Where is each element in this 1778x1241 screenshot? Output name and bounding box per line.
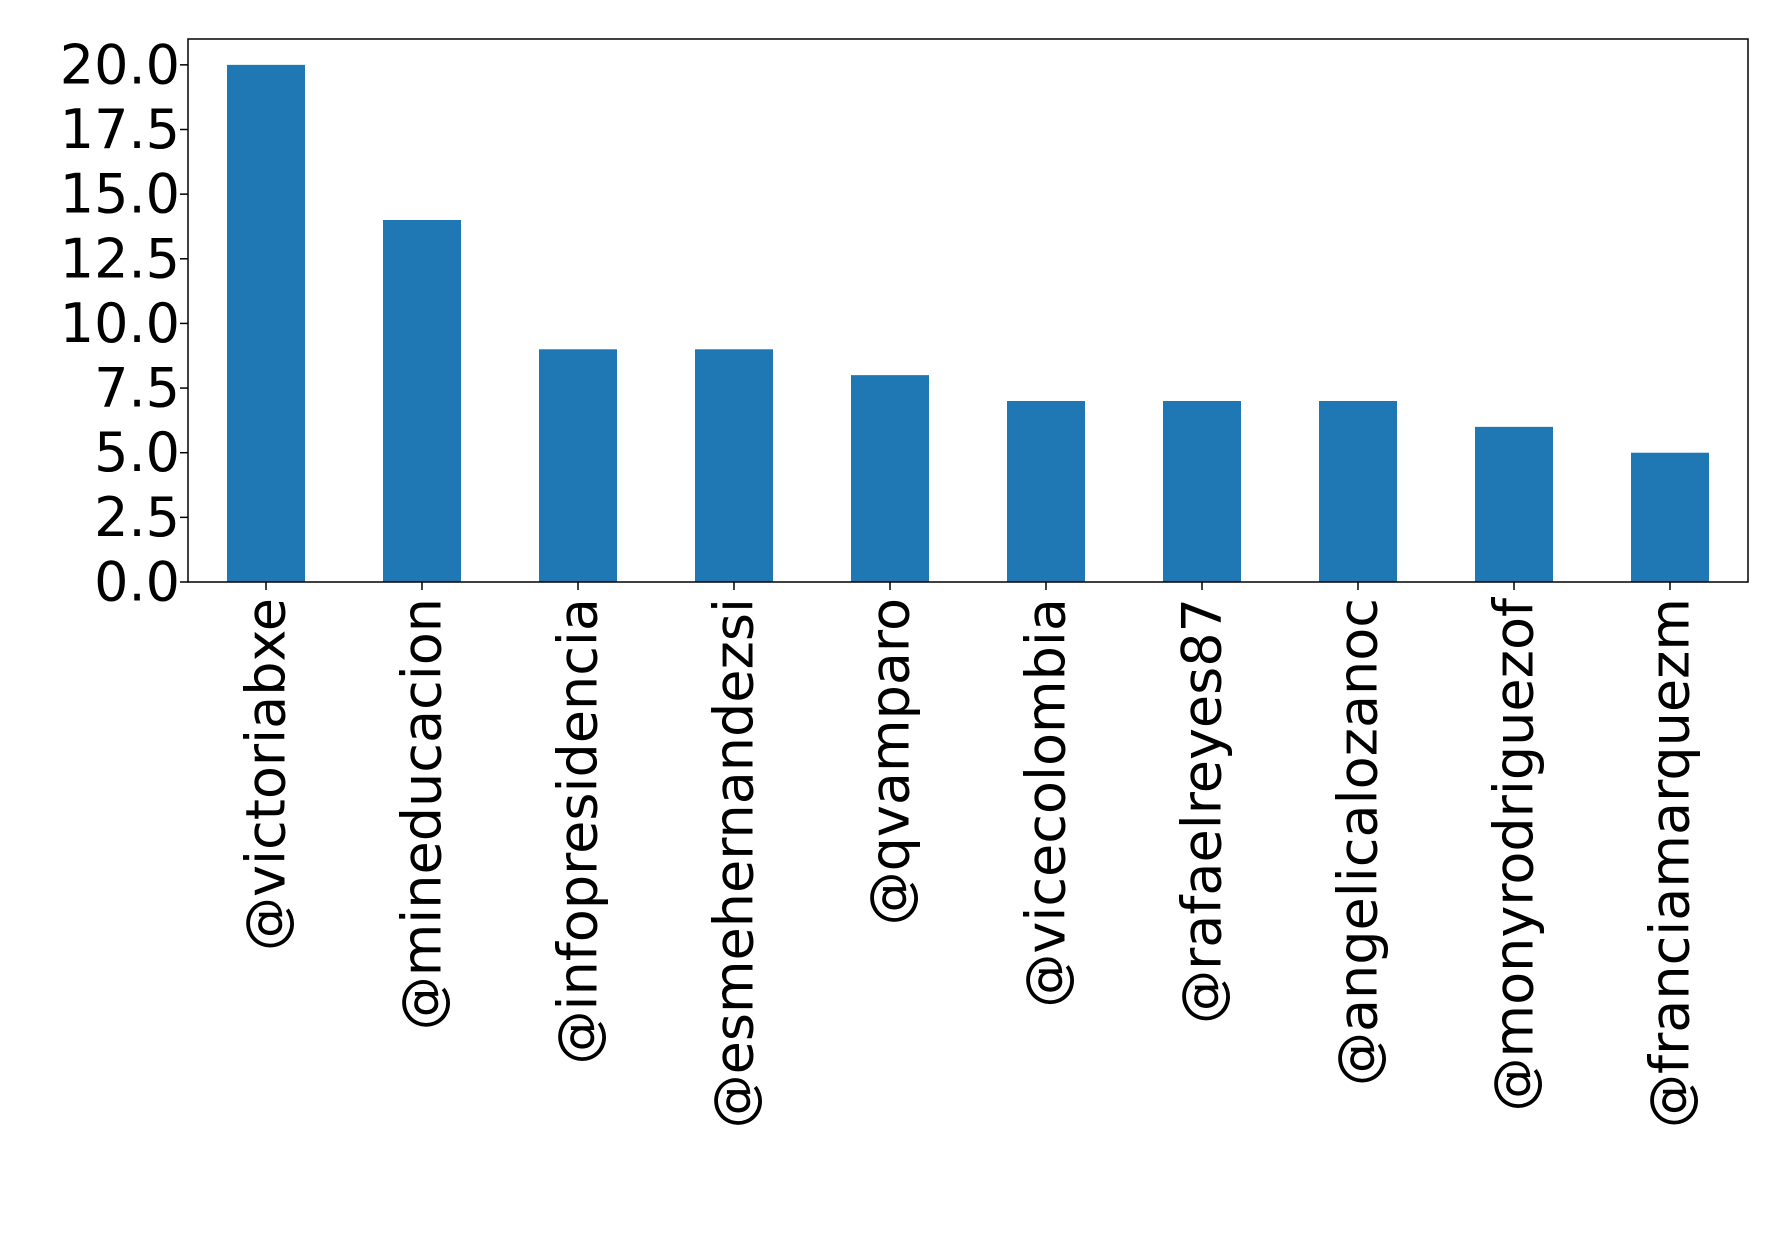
bar-victoriabxe xyxy=(227,64,305,583)
x-tick-label: @qvamparo xyxy=(859,598,922,925)
y-tick-label: 0.0 xyxy=(94,551,180,614)
y-tick-label: 10.0 xyxy=(60,292,180,355)
x-tick-label: @esmehernandezsi xyxy=(703,598,766,1128)
bar-franciamarquezm xyxy=(1631,452,1709,582)
x-axis: @victoriabxe @mineducacion @infopresidenci… xyxy=(235,582,1702,1128)
bar-infopresidencia xyxy=(539,349,617,582)
x-tick-label: @rafaelreyes87 xyxy=(1171,598,1234,1024)
x-tick-label: @mineducacion xyxy=(391,598,454,1030)
y-tick-label: 5.0 xyxy=(94,421,180,484)
y-tick-label: 17.5 xyxy=(60,98,180,161)
x-tick-label: @franciamarquezm xyxy=(1639,598,1702,1128)
x-tick-label: @vicecolombia xyxy=(1015,598,1078,1008)
x-tick-label: @victoriabxe xyxy=(235,598,298,951)
bar-esmehernandezsi xyxy=(695,349,773,582)
x-tick-label: @infopresidencia xyxy=(547,598,610,1064)
y-tick-label: 7.5 xyxy=(94,357,180,420)
y-tick-label: 15.0 xyxy=(60,163,180,226)
bar-rafaelreyes87 xyxy=(1163,401,1241,582)
x-tick-label: @angelicalozanoc xyxy=(1327,598,1390,1086)
y-axis: 0.02.55.07.510.012.515.017.520.0 xyxy=(60,33,188,614)
y-tick-label: 20.0 xyxy=(60,33,180,96)
bar-angelicalozanoc xyxy=(1319,401,1397,582)
bar-monyrodriguezof xyxy=(1475,426,1553,582)
bar-mineducacion xyxy=(383,220,461,582)
bar-qvamparo xyxy=(851,375,929,582)
y-tick-label: 12.5 xyxy=(60,227,180,290)
bar-vicecolombia xyxy=(1007,401,1085,582)
y-tick-label: 2.5 xyxy=(94,486,180,549)
x-tick-label: @monyrodriguezof xyxy=(1483,596,1546,1111)
plot-frame xyxy=(187,38,1749,583)
bars-group xyxy=(227,64,1709,583)
